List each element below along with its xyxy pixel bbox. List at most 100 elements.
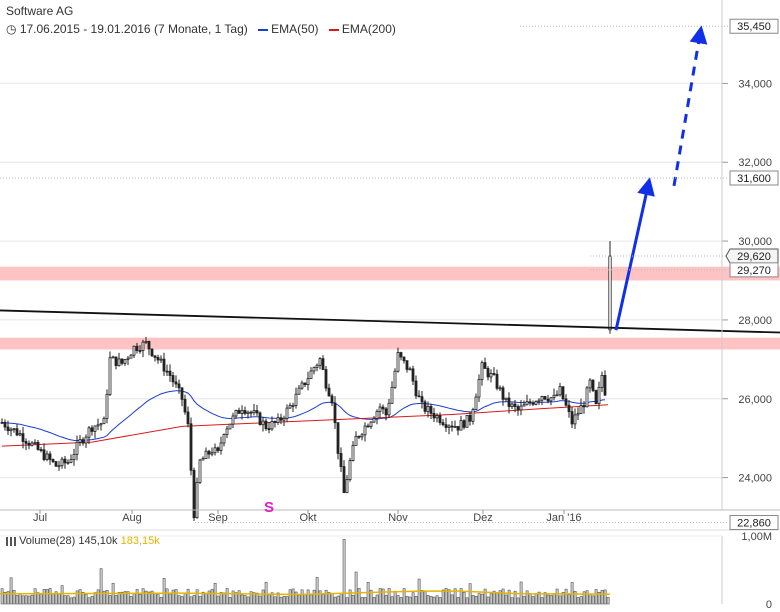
volume-bar (216, 595, 220, 605)
candle-body (420, 396, 424, 403)
candle-body (252, 410, 256, 414)
candle-body (597, 386, 601, 404)
volume-bar (291, 588, 295, 605)
volume-bar (402, 588, 406, 605)
volume-bar-icon (6, 536, 16, 546)
resistance-zone (0, 337, 780, 350)
candle-body (363, 425, 367, 436)
candle-body (195, 482, 199, 519)
candle-body (393, 370, 397, 388)
volume-bar (396, 595, 400, 605)
candle-body (465, 414, 469, 428)
candle-body (138, 350, 142, 352)
candle-body (18, 433, 22, 436)
volume-bar (543, 592, 547, 605)
candle-body (24, 441, 28, 444)
volume-bar (156, 594, 160, 605)
candle-body (369, 421, 373, 428)
level-box-label: 29,270 (737, 265, 771, 277)
level-box (729, 170, 779, 186)
volume-bar (240, 594, 244, 605)
volume-bar (39, 593, 43, 605)
candle-body (579, 405, 583, 415)
candle-body (441, 422, 445, 426)
candle-body (285, 407, 289, 419)
volume-bar (135, 589, 139, 605)
x-tick-label: Jan '16 (546, 512, 581, 524)
volume-bar (360, 597, 364, 605)
candle-body (558, 386, 562, 396)
candle-body (66, 461, 70, 464)
volume-bar (12, 589, 16, 605)
volume-bar (171, 589, 175, 605)
volume-bar (144, 590, 148, 605)
volume-bar (327, 592, 331, 605)
candle-body (99, 423, 103, 426)
volume-bar (333, 596, 337, 605)
volume-bar (105, 590, 109, 605)
candle-body (108, 357, 112, 395)
volume-bar (351, 594, 355, 605)
candle-body (93, 425, 97, 432)
volume-bar (162, 578, 166, 605)
volume-bar (246, 596, 250, 605)
volume-bar (147, 591, 151, 605)
candle-body (336, 422, 340, 454)
volume-bar (468, 583, 472, 605)
candle-body (318, 358, 322, 366)
candle-body (468, 414, 472, 422)
x-tick-label: Okt (299, 512, 316, 524)
candle-body (537, 399, 541, 402)
candle-body (531, 402, 535, 405)
candle-body (105, 394, 109, 419)
candle-body (327, 387, 331, 397)
candle-body (249, 411, 253, 414)
candle-body (171, 375, 175, 383)
volume-bar (399, 597, 403, 605)
candle-body (345, 479, 349, 494)
candle-body (549, 397, 553, 402)
volume-bar (408, 596, 412, 605)
volume-bar (294, 591, 298, 605)
candle-body (528, 401, 532, 404)
candle-body (366, 425, 370, 428)
candle-body (372, 418, 376, 423)
candle-body (21, 433, 25, 442)
candle-body (177, 383, 181, 389)
candle-body (546, 398, 550, 402)
candle-body (405, 360, 409, 370)
volume-bar (582, 591, 586, 605)
candle-body (15, 428, 19, 436)
volume-bar (423, 591, 427, 605)
volume-bar (150, 590, 154, 605)
volume-bar (459, 588, 463, 605)
candle-body (30, 442, 34, 446)
candle-body (162, 358, 166, 372)
candle-body (510, 403, 514, 407)
candle-body (81, 439, 85, 444)
volume-bar (435, 595, 439, 605)
volume-bar (36, 592, 40, 605)
candle-body (222, 434, 226, 444)
candle-body (399, 352, 403, 358)
volume-bar (549, 595, 553, 605)
candle-body (408, 368, 412, 371)
volume-bar (225, 588, 229, 605)
volume-bar (324, 589, 328, 605)
candle-body (72, 453, 76, 461)
volume-bar (57, 593, 61, 605)
candle-body (516, 406, 520, 411)
volume-bar (462, 591, 466, 605)
candle-body (483, 362, 487, 369)
candle-body (600, 375, 604, 388)
candle-body (390, 386, 394, 404)
volume-value-1: 145,10k (78, 535, 118, 547)
candle-body (246, 411, 250, 414)
volume-bar (87, 597, 91, 605)
candle-body (84, 436, 88, 444)
candle-body (27, 442, 31, 446)
candle-body (36, 442, 40, 450)
candle-body (603, 375, 607, 396)
candle-body (240, 410, 244, 414)
